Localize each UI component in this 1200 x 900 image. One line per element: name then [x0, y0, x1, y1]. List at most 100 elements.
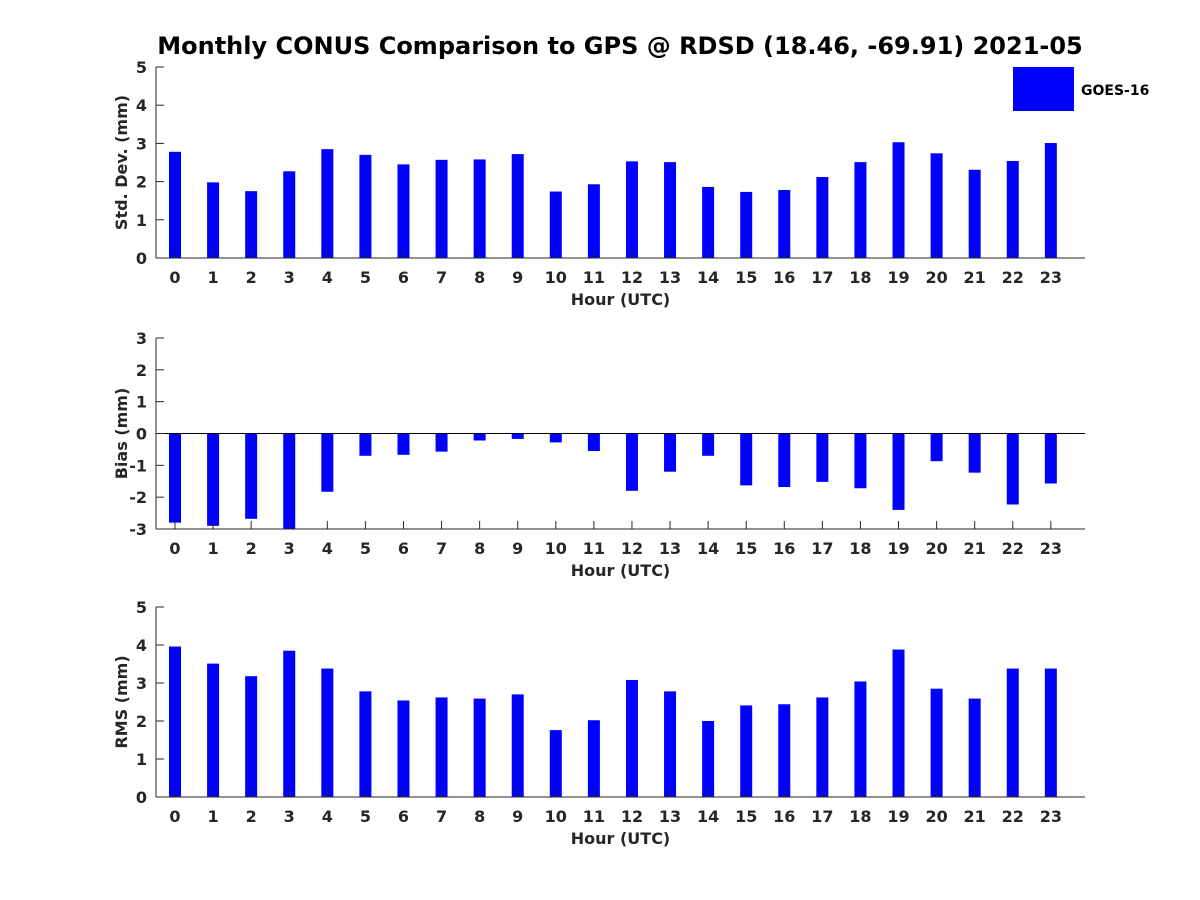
std-dev-bar-10	[549, 191, 562, 258]
std-dev-x-tick-label: 21	[964, 268, 986, 287]
std-dev-bar-9	[511, 154, 524, 258]
std-dev-x-tick-label: 7	[436, 268, 447, 287]
std-dev-bar-20	[930, 153, 943, 258]
rms-bar-9	[511, 694, 524, 797]
rms-x-tick-label: 14	[697, 807, 719, 826]
bias-y-tick-label: 0	[136, 425, 147, 444]
rms-x-tick-label: 5	[360, 807, 371, 826]
bias-x-tick-label: 19	[887, 539, 909, 558]
std-dev-bar-17	[816, 177, 829, 258]
bias-bar-17	[816, 433, 829, 482]
rms-bar-7	[435, 697, 448, 797]
bias-bar-23	[1044, 433, 1057, 484]
bias-y-tick-label: -1	[129, 456, 147, 475]
std-dev-x-tick-label: 9	[512, 268, 523, 287]
rms-x-tick-label: 0	[169, 807, 180, 826]
rms-x-tick-label: 18	[849, 807, 871, 826]
std-dev-bar-5	[359, 154, 372, 258]
rms-bar-20	[930, 688, 943, 797]
bias-y-tick-label: -2	[129, 488, 147, 507]
std-dev-bar-4	[321, 149, 334, 258]
std-dev-bar-22	[1006, 160, 1019, 258]
rms-bar-18	[854, 681, 867, 797]
bias-bar-15	[740, 433, 753, 486]
std-dev-bar-15	[740, 191, 753, 258]
rms-bar-16	[778, 704, 791, 797]
std-dev-x-tick-label: 19	[887, 268, 909, 287]
std-dev-y-tick-label: 3	[136, 134, 147, 153]
bias-x-tick-label: 12	[621, 539, 643, 558]
bias-bar-16	[778, 433, 791, 487]
std-dev-x-tick-label: 8	[474, 268, 485, 287]
rms-x-tick-label: 22	[1002, 807, 1024, 826]
std-dev-x-tick-label: 3	[284, 268, 295, 287]
std-dev-bar-13	[664, 162, 677, 258]
bias-bar-10	[549, 433, 562, 443]
bias-y-tick-label: 3	[136, 329, 147, 348]
rms-x-axis-label: Hour (UTC)	[571, 829, 671, 848]
std-dev-x-tick-label: 15	[735, 268, 757, 287]
rms-bar-4	[321, 668, 334, 797]
std-dev-bar-11	[587, 184, 600, 258]
bias-x-tick-label: 16	[773, 539, 795, 558]
bias-bar-14	[702, 433, 715, 456]
rms-x-tick-label: 7	[436, 807, 447, 826]
rms-bar-19	[892, 649, 905, 797]
bias-x-tick-label: 10	[545, 539, 567, 558]
bias-x-tick-label: 15	[735, 539, 757, 558]
rms-x-tick-label: 12	[621, 807, 643, 826]
std-dev-bar-2	[245, 191, 258, 258]
bias-x-tick-label: 17	[811, 539, 833, 558]
bias-bar-21	[968, 433, 981, 473]
std-dev-x-axis-label: Hour (UTC)	[571, 290, 671, 309]
rms-bar-22	[1006, 668, 1019, 797]
std-dev-bar-8	[473, 159, 486, 258]
std-dev-x-tick-label: 20	[925, 268, 947, 287]
bias-x-tick-label: 5	[360, 539, 371, 558]
bias-bar-12	[625, 433, 638, 491]
figure-title: Monthly CONUS Comparison to GPS @ RDSD (…	[157, 32, 1083, 60]
bias-x-tick-label: 2	[246, 539, 257, 558]
std-dev-x-tick-label: 10	[545, 268, 567, 287]
rms-x-tick-label: 6	[398, 807, 409, 826]
std-dev-bar-7	[435, 159, 448, 258]
rms-bar-1	[207, 663, 220, 797]
std-dev-x-tick-label: 22	[1002, 268, 1024, 287]
rms-x-tick-label: 16	[773, 807, 795, 826]
std-dev-x-tick-label: 23	[1040, 268, 1062, 287]
bias-y-tick-label: -3	[129, 520, 147, 539]
rms-x-tick-label: 19	[887, 807, 909, 826]
std-dev-y-tick-label: 0	[136, 249, 147, 268]
rms-bar-5	[359, 691, 372, 797]
bias-x-tick-label: 13	[659, 539, 681, 558]
rms-bar-3	[283, 650, 296, 797]
rms-bar-12	[625, 679, 638, 797]
std-dev-bar-3	[283, 171, 296, 258]
rms-y-tick-label: 4	[136, 636, 147, 655]
std-dev-y-axis-label: Std. Dev. (mm)	[112, 95, 131, 230]
std-dev-x-tick-label: 13	[659, 268, 681, 287]
bias-bar-13	[664, 433, 677, 472]
bias-x-tick-label: 7	[436, 539, 447, 558]
bias-bar-22	[1006, 433, 1019, 505]
rms-y-tick-label: 3	[136, 674, 147, 693]
bias-bar-7	[435, 433, 448, 452]
std-dev-x-tick-label: 18	[849, 268, 871, 287]
rms-bar-23	[1044, 668, 1057, 797]
rms-bar-10	[549, 730, 562, 797]
bias-bar-1	[207, 433, 220, 526]
std-dev-x-tick-label: 1	[208, 268, 219, 287]
bias-bar-5	[359, 433, 372, 456]
rms-y-tick-label: 0	[136, 788, 147, 807]
bias-x-axis-label: Hour (UTC)	[571, 561, 671, 580]
rms-bar-8	[473, 698, 486, 797]
std-dev-bar-14	[702, 186, 715, 258]
bias-x-tick-label: 14	[697, 539, 719, 558]
std-dev-y-tick-label: 5	[136, 58, 147, 77]
rms-x-tick-label: 13	[659, 807, 681, 826]
rms-x-tick-label: 2	[246, 807, 257, 826]
std-dev-bar-16	[778, 190, 791, 258]
std-dev-bar-12	[625, 161, 638, 258]
